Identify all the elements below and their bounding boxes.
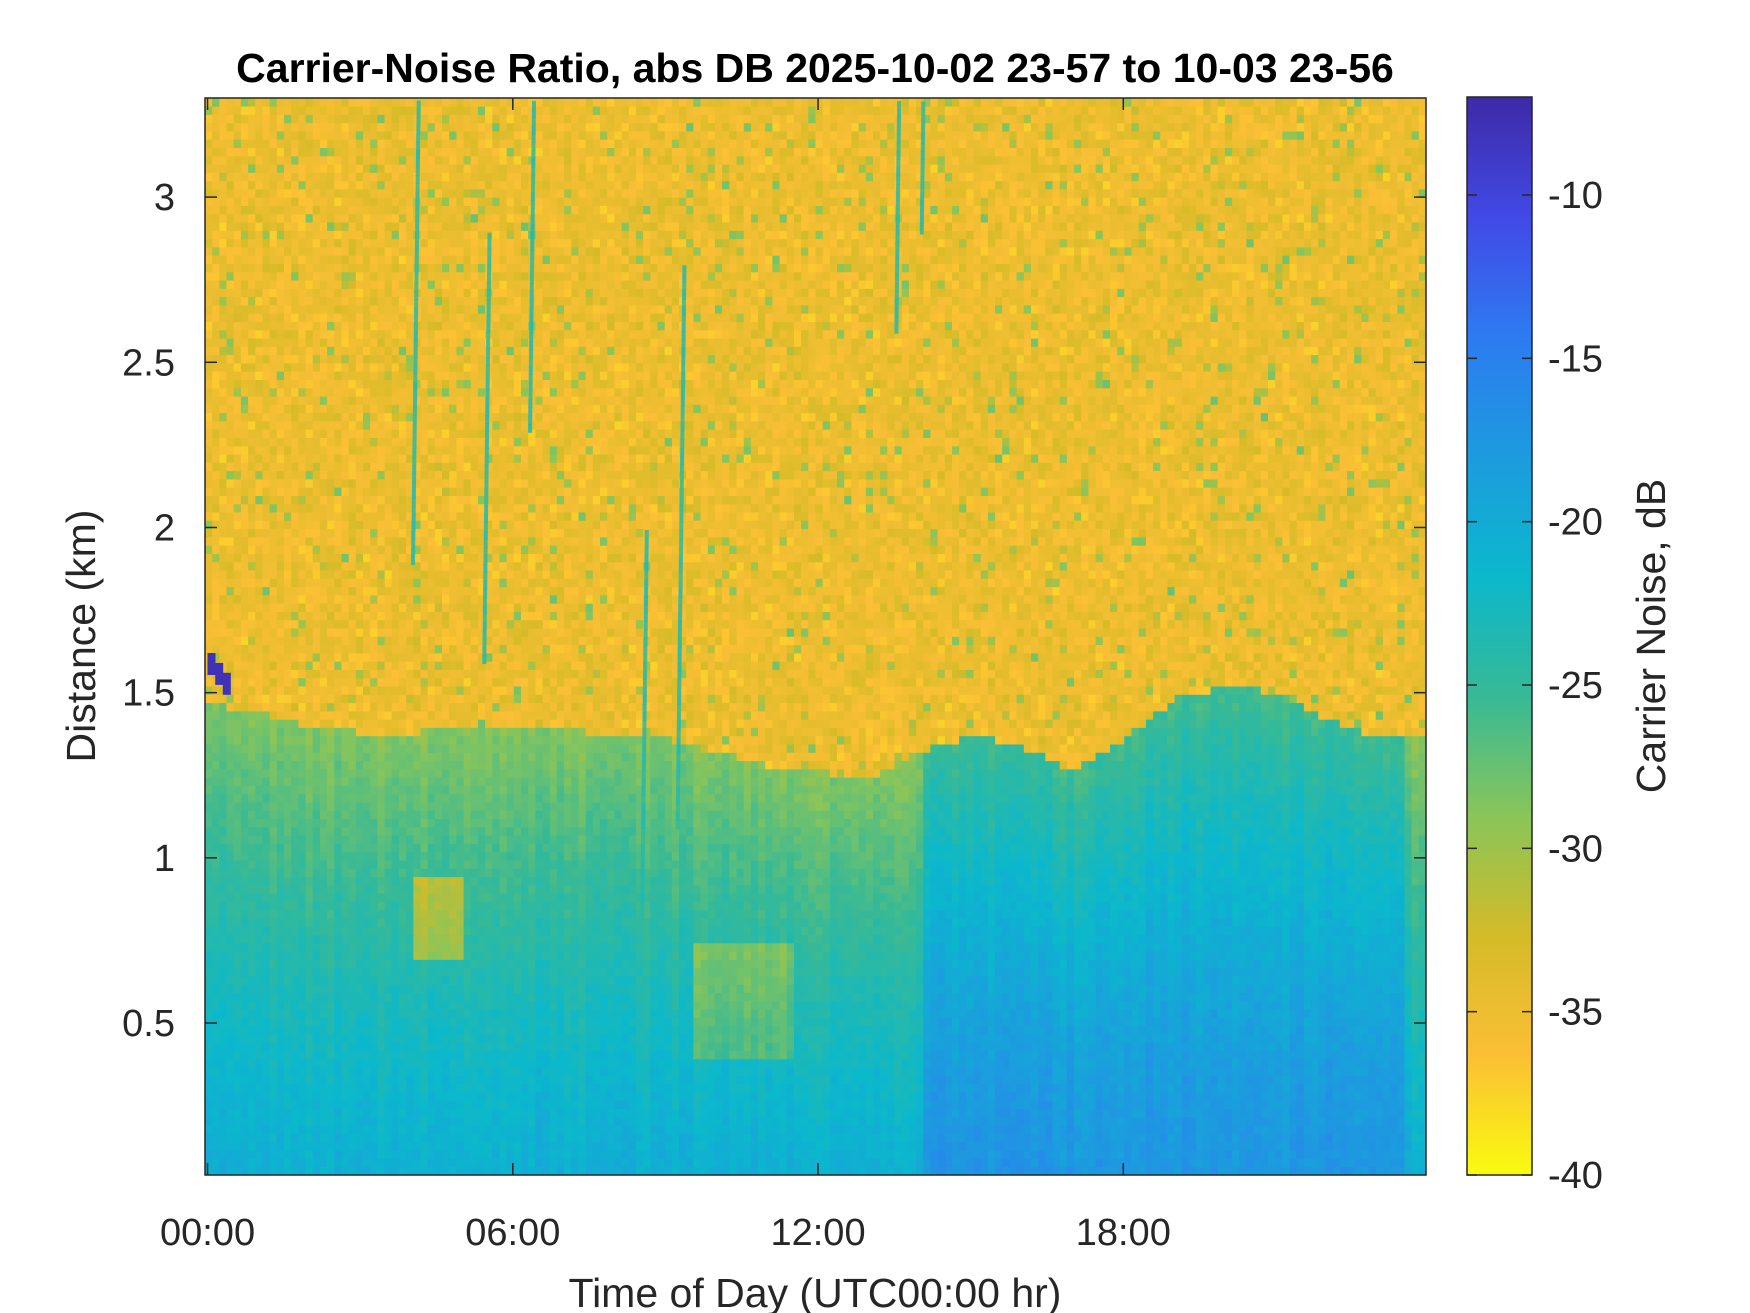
y-tick-label: 0.5	[122, 1003, 175, 1045]
colorbar-tick-label: -20	[1548, 502, 1603, 544]
colorbar	[1467, 97, 1532, 1175]
y-tick-label: 3	[154, 177, 175, 219]
colorbar-tick-label: -30	[1548, 828, 1603, 870]
heatmap-plot-area	[205, 98, 1427, 1176]
colorbar-tick-label: -15	[1548, 338, 1603, 380]
x-tick-label: 00:00	[160, 1212, 255, 1254]
chart-title: Carrier-Noise Ratio, abs DB 2025-10-02 2…	[236, 45, 1394, 91]
x-axis-label: Time of Day (UTC00:00 hr)	[569, 1270, 1062, 1313]
colorbar-tick-label: -35	[1548, 992, 1603, 1034]
y-tick-label: 1	[154, 838, 175, 880]
y-tick-label: 2.5	[122, 342, 175, 384]
y-tick-label: 2	[154, 507, 175, 549]
x-tick-label: 18:00	[1076, 1212, 1171, 1254]
colorbar-tick-label: -25	[1548, 665, 1603, 707]
x-tick-label: 06:00	[465, 1212, 560, 1254]
y-tick-label: 1.5	[122, 673, 175, 715]
x-tick-label: 12:00	[770, 1212, 865, 1254]
x-tick-labels: 00:00 06:00 12:00 18:00	[160, 1212, 1171, 1254]
y-axis-label: Distance (km)	[58, 510, 104, 763]
colorbar-tick-label: -10	[1548, 175, 1603, 217]
colorbar-tick-label: -40	[1548, 1155, 1603, 1197]
y-tick-labels: 0.5 1 1.5 2 2.5 3	[122, 177, 175, 1045]
colorbar-label: Carrier Noise, dB	[1628, 479, 1674, 793]
